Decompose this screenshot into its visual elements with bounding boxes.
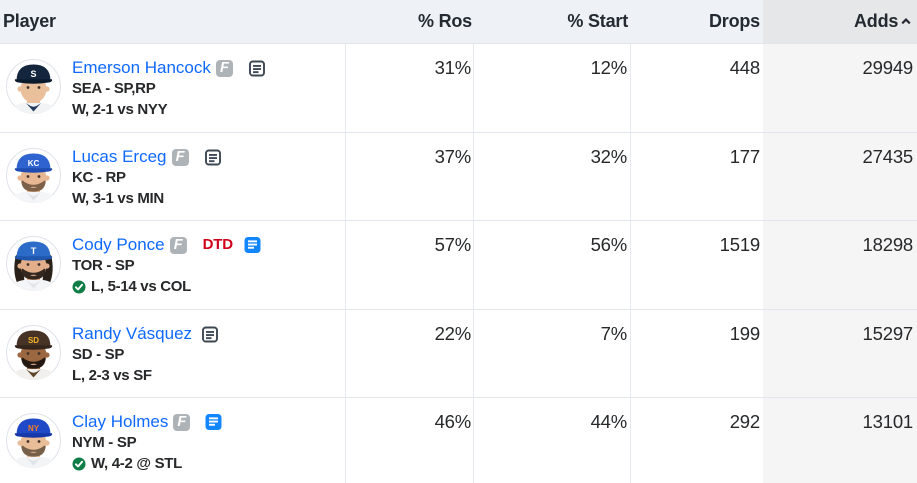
svg-text:T: T	[31, 246, 37, 256]
svg-text:KC: KC	[28, 159, 40, 168]
svg-text:NY: NY	[28, 424, 40, 433]
svg-text:S: S	[30, 69, 36, 79]
svg-text:SD: SD	[28, 336, 39, 345]
